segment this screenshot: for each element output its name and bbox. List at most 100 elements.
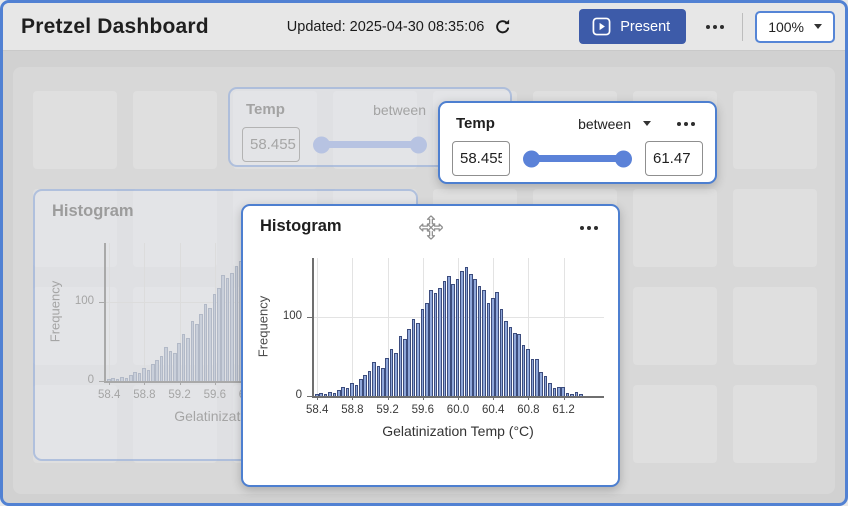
histogram-bar: [407, 328, 411, 396]
present-button[interactable]: Present: [579, 9, 687, 44]
histogram-bar: [389, 348, 394, 396]
tickm: [99, 302, 104, 304]
tickm: [352, 396, 354, 400]
histogram-bar: [221, 274, 225, 381]
histogram-bar: [155, 360, 159, 381]
histogram-bar: [460, 271, 464, 396]
widget-menu-icon[interactable]: [673, 118, 699, 130]
tickm: [307, 396, 312, 397]
histogram-bar: [447, 276, 451, 396]
tickm: [422, 396, 424, 400]
axis: [104, 243, 106, 382]
histogram-bar: [203, 303, 208, 381]
tickm: [179, 381, 181, 385]
operator-dropdown[interactable]: between: [578, 116, 651, 132]
histogram-bar: [337, 389, 341, 396]
histogram-bar: [513, 332, 517, 396]
histogram-bar: [234, 265, 239, 381]
histogram-bar: [186, 337, 190, 381]
histogram-bar: [425, 302, 429, 396]
histogram-bar: [146, 369, 151, 381]
ytitle: Frequency: [255, 295, 271, 358]
histogram-bar: [521, 344, 526, 396]
xlab: 59.6: [411, 404, 434, 416]
histogram-bar: [195, 324, 199, 381]
histogram-bar: [504, 321, 508, 396]
tickm: [99, 381, 104, 382]
histogram-bar: [350, 383, 354, 396]
histogram-bar: [477, 285, 482, 396]
placeholder-tile: [233, 91, 317, 169]
histogram-bar: [552, 388, 557, 396]
placeholder-tile: [133, 189, 217, 267]
tickm: [307, 317, 312, 319]
histogram-bar: [199, 313, 203, 381]
grid: [387, 258, 389, 396]
slider-handle-min: [313, 136, 330, 153]
xlab: 60.4: [481, 404, 505, 416]
histogram-bar: [385, 358, 389, 396]
histogram-bar: [315, 394, 319, 396]
slider-handle-max[interactable]: [615, 150, 632, 167]
range-slider[interactable]: [523, 150, 632, 167]
temp-filter-card[interactable]: Temp between: [438, 101, 717, 184]
xlab: 58.8: [341, 404, 364, 416]
zoom-level-dropdown[interactable]: 100%: [755, 10, 835, 43]
grid: [179, 243, 181, 381]
slider-handle-min[interactable]: [523, 150, 540, 167]
histogram-bar: [530, 358, 535, 396]
chevron-down-icon: [814, 24, 822, 29]
histogram-bar: [159, 355, 164, 381]
histogram-bar: [451, 284, 455, 396]
temp-filter-title: Temp: [246, 101, 285, 118]
last-updated-label: Updated: 2025-04-30 08:35:06: [286, 18, 485, 35]
histogram-chart: 58.4 58.8 59.2 59.6 60.0 60.4 60.8 61.2 0 100 Gela…: [256, 252, 604, 462]
refresh-icon[interactable]: [494, 18, 512, 36]
histogram-bar: [173, 352, 177, 381]
tickm: [387, 396, 389, 400]
max-value-input[interactable]: [645, 141, 703, 176]
histogram-bar: [372, 362, 376, 396]
tickm: [317, 396, 319, 400]
histogram-bar: [570, 393, 574, 396]
placeholder-tile: [333, 91, 417, 169]
min-value-input[interactable]: [452, 141, 510, 176]
placeholder-tile: [633, 385, 717, 463]
histogram-bar: [217, 287, 221, 381]
histogram-title: Histogram: [52, 202, 134, 220]
histogram-bar: [455, 279, 460, 396]
placeholder-tile: [633, 189, 717, 267]
histogram-bar: [137, 373, 142, 381]
operator-dropdown: between: [373, 102, 446, 118]
histogram-bar: [403, 339, 407, 396]
widget-menu-icon[interactable]: [576, 222, 602, 234]
placeholder-tile: [633, 287, 717, 365]
histogram-bar: [543, 376, 548, 396]
placeholder-tile: [733, 287, 817, 365]
histogram-bar: [561, 386, 565, 396]
histogram-card[interactable]: Histogram 58.4 58.8 59.2 59.6 60.0 60.4 60.8 61…: [241, 204, 620, 487]
xlab: 58.8: [133, 389, 156, 401]
histogram-bar: [464, 267, 469, 396]
histogram-bar: [438, 287, 442, 396]
header-menu-icon[interactable]: [702, 21, 728, 33]
xlab: 58.4: [305, 404, 329, 416]
move-icon[interactable]: [417, 214, 444, 241]
operator-value: between: [578, 115, 631, 132]
histogram-bar: [420, 309, 425, 396]
placeholder-tile: [33, 189, 117, 267]
histogram-title: Histogram: [260, 217, 342, 235]
histogram-bar: [486, 302, 491, 396]
histogram-bar: [208, 308, 212, 381]
histogram-bar: [120, 377, 124, 381]
ylab: 0: [295, 389, 302, 401]
grid: [563, 258, 565, 396]
slider-handle-max: [410, 136, 427, 153]
placeholder-tile: [133, 287, 217, 365]
histogram-bar: [394, 352, 398, 396]
histogram-bar: [473, 279, 477, 396]
histogram-bar: [398, 336, 403, 396]
histogram-bar: [177, 343, 181, 381]
histogram-bar: [499, 309, 504, 396]
